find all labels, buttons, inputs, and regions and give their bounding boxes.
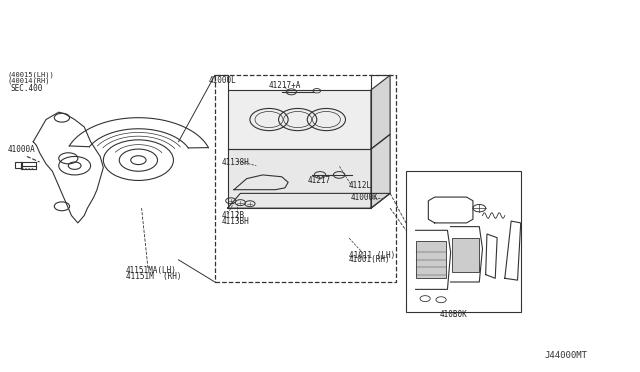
Text: 41151MA(LH): 41151MA(LH) bbox=[125, 266, 177, 275]
Bar bbox=[415, 241, 446, 278]
Text: 41000L: 41000L bbox=[209, 76, 236, 85]
Bar bbox=[15, 161, 22, 168]
Text: 41000A: 41000A bbox=[8, 145, 35, 154]
Text: 41151M  (RH): 41151M (RH) bbox=[125, 272, 181, 281]
Polygon shape bbox=[371, 75, 390, 149]
Text: 41001(RH): 41001(RH) bbox=[349, 255, 390, 264]
Bar bbox=[406, 171, 521, 311]
Text: 4112L: 4112L bbox=[349, 182, 372, 190]
Polygon shape bbox=[228, 90, 371, 149]
Text: J44000MT: J44000MT bbox=[545, 350, 588, 360]
Text: (40015(LH)): (40015(LH)) bbox=[8, 72, 54, 78]
Text: 41217: 41217 bbox=[307, 176, 330, 185]
Polygon shape bbox=[228, 193, 390, 208]
Text: 4113BH: 4113BH bbox=[221, 217, 249, 225]
Text: 41000K: 41000K bbox=[351, 193, 378, 202]
Polygon shape bbox=[228, 149, 371, 208]
Text: 41217+A: 41217+A bbox=[269, 81, 301, 90]
Bar bbox=[452, 238, 479, 272]
Text: 4112B: 4112B bbox=[221, 211, 244, 220]
Text: SEC.400: SEC.400 bbox=[11, 84, 44, 93]
Text: 41011 (LH): 41011 (LH) bbox=[349, 251, 395, 260]
Text: 41138H: 41138H bbox=[221, 157, 249, 167]
Polygon shape bbox=[371, 134, 390, 208]
Text: (40014(RH): (40014(RH) bbox=[8, 77, 51, 84]
Text: 410B0K: 410B0K bbox=[440, 310, 468, 319]
